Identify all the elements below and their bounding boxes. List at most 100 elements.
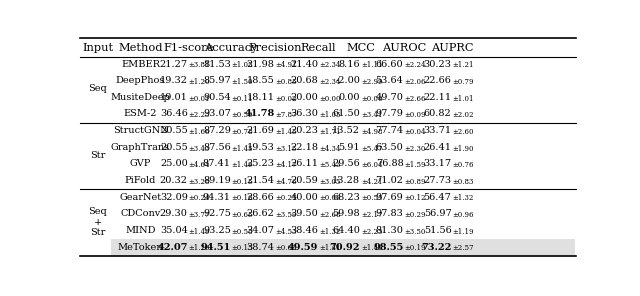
Text: 18.11: 18.11 bbox=[246, 93, 275, 102]
Text: EMBER: EMBER bbox=[121, 59, 160, 68]
Text: 13.28: 13.28 bbox=[332, 176, 360, 185]
Text: 26.11: 26.11 bbox=[290, 159, 318, 168]
Text: ±1.05: ±1.05 bbox=[232, 61, 253, 69]
Text: ±4.34: ±4.34 bbox=[319, 144, 340, 152]
Text: ±0.59: ±0.59 bbox=[232, 111, 253, 119]
Text: 32.09: 32.09 bbox=[160, 193, 188, 202]
Text: ±0.15: ±0.15 bbox=[232, 244, 253, 252]
Text: Seq
+
Str: Seq + Str bbox=[88, 207, 108, 237]
Text: Method: Method bbox=[118, 43, 163, 53]
Text: ±1.45: ±1.45 bbox=[361, 244, 383, 252]
Text: 97.79: 97.79 bbox=[376, 110, 403, 118]
Text: ±4.76: ±4.76 bbox=[275, 178, 297, 186]
Text: 63.50: 63.50 bbox=[376, 143, 403, 152]
Text: Str: Str bbox=[90, 151, 106, 160]
Text: StructGNN: StructGNN bbox=[113, 126, 168, 135]
Text: 33.17: 33.17 bbox=[424, 159, 451, 168]
Text: 53.64: 53.64 bbox=[376, 76, 403, 85]
Text: 56.47: 56.47 bbox=[424, 193, 451, 202]
Text: ±6.04: ±6.04 bbox=[361, 161, 383, 169]
Text: MeToken: MeToken bbox=[118, 242, 163, 252]
Text: ±1.20: ±1.20 bbox=[189, 78, 210, 86]
Text: ±2.34: ±2.34 bbox=[319, 61, 340, 69]
Text: 5.91: 5.91 bbox=[339, 143, 360, 152]
Text: 81.30: 81.30 bbox=[376, 226, 403, 235]
Text: ±0.01: ±0.01 bbox=[189, 95, 210, 103]
Text: 70.92: 70.92 bbox=[330, 242, 360, 252]
Text: 29.56: 29.56 bbox=[333, 159, 360, 168]
Text: 21.98: 21.98 bbox=[246, 59, 275, 68]
Text: 40.00: 40.00 bbox=[291, 193, 318, 202]
Text: 90.54: 90.54 bbox=[203, 93, 231, 102]
Text: ±0.83: ±0.83 bbox=[452, 178, 474, 186]
Text: 49.59: 49.59 bbox=[288, 242, 318, 252]
Text: ±4.64: ±4.64 bbox=[189, 161, 210, 169]
Text: 94.51: 94.51 bbox=[200, 242, 231, 252]
Text: AUPRC: AUPRC bbox=[431, 43, 473, 53]
Text: ±0.12: ±0.12 bbox=[404, 194, 426, 202]
Text: 22.18: 22.18 bbox=[290, 143, 318, 152]
Text: GraphTrans: GraphTrans bbox=[111, 143, 170, 152]
Text: ±3.59: ±3.59 bbox=[275, 211, 297, 219]
Text: ±0.11: ±0.11 bbox=[232, 95, 253, 103]
Text: ±0.25: ±0.25 bbox=[275, 194, 297, 202]
Text: ±1.50: ±1.50 bbox=[232, 78, 253, 86]
Text: ±0.24: ±0.24 bbox=[189, 194, 210, 202]
Text: ±0.79: ±0.79 bbox=[452, 78, 474, 86]
Text: ±4.53: ±4.53 bbox=[275, 228, 297, 236]
Text: PiFold: PiFold bbox=[125, 176, 156, 185]
Text: ±5.43: ±5.43 bbox=[319, 161, 340, 169]
Text: ±1.45: ±1.45 bbox=[232, 144, 253, 152]
Text: ±1.49: ±1.49 bbox=[232, 161, 253, 169]
Text: 18.55: 18.55 bbox=[246, 76, 275, 85]
Text: ±1.66: ±1.66 bbox=[189, 128, 210, 136]
Text: 64.40: 64.40 bbox=[332, 226, 360, 235]
Text: Input: Input bbox=[83, 43, 113, 53]
Text: 76.88: 76.88 bbox=[376, 159, 403, 168]
Text: F1-score: F1-score bbox=[163, 43, 213, 53]
Text: ±0.65: ±0.65 bbox=[232, 211, 253, 219]
Text: ±3.28: ±3.28 bbox=[189, 178, 210, 186]
Text: ±0.04: ±0.04 bbox=[404, 128, 426, 136]
Text: ±0.15: ±0.15 bbox=[232, 178, 253, 186]
Text: ±3.50: ±3.50 bbox=[404, 228, 426, 236]
Text: 26.62: 26.62 bbox=[246, 209, 275, 218]
Text: 19.32: 19.32 bbox=[159, 76, 188, 85]
Text: 66.60: 66.60 bbox=[376, 59, 403, 68]
Text: ±1.59: ±1.59 bbox=[404, 161, 426, 169]
Text: 87.56: 87.56 bbox=[203, 143, 231, 152]
Text: 60.82: 60.82 bbox=[424, 110, 451, 118]
Text: ±0.76: ±0.76 bbox=[452, 161, 474, 169]
Text: ±0.58: ±0.58 bbox=[232, 228, 253, 236]
Text: ±1.11: ±1.11 bbox=[361, 61, 383, 69]
Text: ±1.19: ±1.19 bbox=[452, 228, 474, 236]
Text: ±0.96: ±0.96 bbox=[452, 211, 474, 219]
Text: ±2.60: ±2.60 bbox=[452, 128, 474, 136]
Text: 20.32: 20.32 bbox=[159, 176, 188, 185]
Text: 36.30: 36.30 bbox=[290, 110, 318, 118]
Text: ±0.89: ±0.89 bbox=[404, 178, 426, 186]
Bar bbox=[111, 239, 575, 256]
Text: ±4.21: ±4.21 bbox=[361, 178, 383, 186]
Text: 20.00: 20.00 bbox=[291, 93, 318, 102]
Text: ±1.45: ±1.45 bbox=[275, 128, 297, 136]
Text: 19.01: 19.01 bbox=[160, 93, 188, 102]
Text: 89.19: 89.19 bbox=[203, 176, 231, 185]
Text: Recall: Recall bbox=[301, 43, 337, 53]
Text: 20.55: 20.55 bbox=[160, 126, 188, 135]
Text: ±0.00: ±0.00 bbox=[361, 95, 383, 103]
Text: 26.41: 26.41 bbox=[424, 143, 451, 152]
Text: GearNet: GearNet bbox=[120, 193, 161, 202]
Text: 92.75: 92.75 bbox=[203, 209, 231, 218]
Text: ±2.68: ±2.68 bbox=[319, 211, 340, 219]
Text: ±2.24: ±2.24 bbox=[404, 61, 426, 69]
Text: ±2.66: ±2.66 bbox=[404, 95, 426, 103]
Text: 27.73: 27.73 bbox=[424, 176, 451, 185]
Text: ±1.49: ±1.49 bbox=[189, 228, 210, 236]
Text: 87.41: 87.41 bbox=[203, 159, 231, 168]
Text: ±1.90: ±1.90 bbox=[452, 144, 474, 152]
Text: 81.53: 81.53 bbox=[203, 59, 231, 68]
Text: ±3.15: ±3.15 bbox=[275, 144, 297, 152]
Text: 38.46: 38.46 bbox=[290, 226, 318, 235]
Text: ±0.16: ±0.16 bbox=[232, 194, 253, 202]
